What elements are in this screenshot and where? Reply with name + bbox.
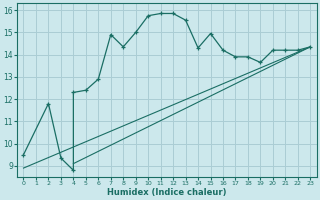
X-axis label: Humidex (Indice chaleur): Humidex (Indice chaleur) bbox=[107, 188, 227, 197]
